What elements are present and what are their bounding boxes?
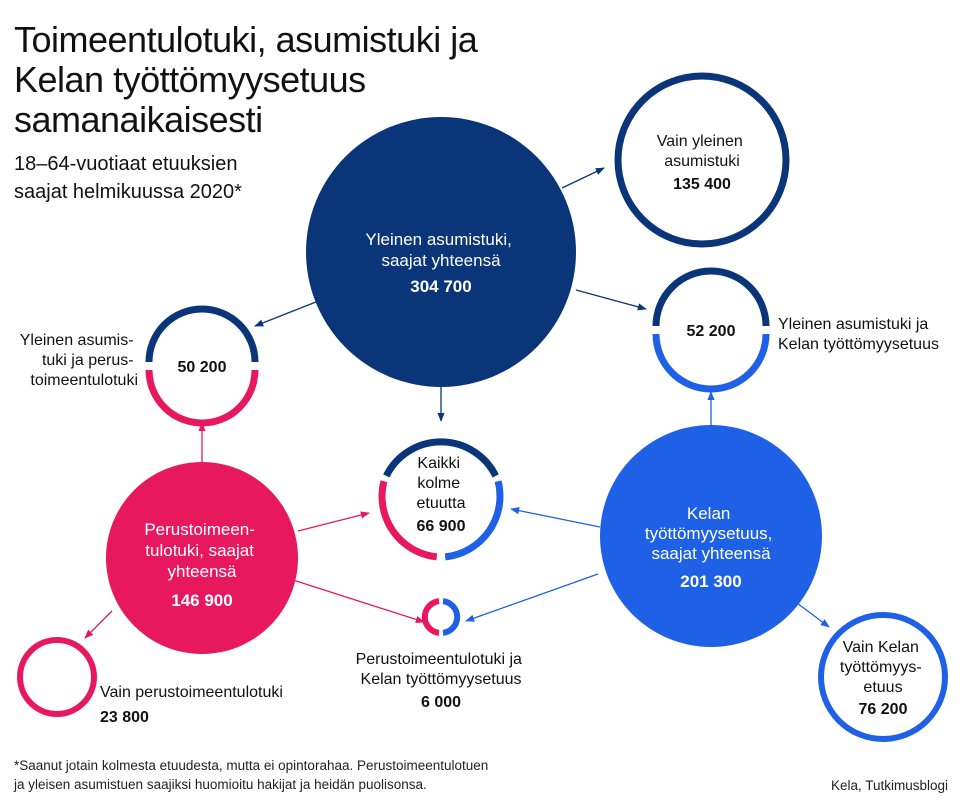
only-unemployment-line-3: etuus bbox=[863, 679, 902, 696]
income-total-line-2: tulotuki, saajat bbox=[145, 541, 254, 560]
housing-unemployment-ring-bottom bbox=[652, 333, 770, 393]
housing-unemployment-label-2: Kelan työttömyysetuus bbox=[778, 336, 939, 353]
title-line-2: Kelan työttömyysetuus bbox=[14, 59, 366, 100]
arrow-unemployment-to-only-unemployment bbox=[796, 602, 830, 628]
title-line-3: samanaikaisesti bbox=[14, 99, 263, 140]
income-unemployment-label-1: Perustoimeentulotuki ja bbox=[356, 651, 522, 668]
all-three-value: 66 900 bbox=[417, 518, 466, 535]
income-unemployment-node: Perustoimeentulotuki ja Kelan työttömyys… bbox=[356, 598, 527, 711]
only-income-value: 23 800 bbox=[100, 709, 149, 726]
footnote-line-1: *Saanut jotain kolmesta etuudesta, mutta… bbox=[14, 758, 489, 773]
only-unemployment-line-1: Vain Kelan bbox=[843, 639, 919, 656]
all-three-ring-blue bbox=[444, 480, 504, 561]
housing-unemployment-node: 52 200 Yleinen asumistuki ja Kelan tyött… bbox=[652, 267, 939, 393]
arrow-income-to-only-income bbox=[84, 610, 113, 639]
svg-text:Kelan työttömyysetuus,: Kelan työttömyysetuus, saajat yhteensä bbox=[645, 504, 777, 563]
housing-total-line-1: Yleinen asumistuki, bbox=[365, 230, 511, 249]
housing-income-label-2: tuki ja perus- bbox=[42, 352, 134, 369]
all-three-line-1: Kaikki bbox=[417, 455, 460, 472]
only-housing-line-1: Vain yleinen bbox=[657, 133, 743, 150]
only-housing-value: 135 400 bbox=[673, 176, 731, 193]
arrow-unemployment-to-income-unemployment bbox=[465, 573, 599, 622]
housing-unemployment-label-1: Yleinen asumistuki ja bbox=[778, 316, 928, 333]
svg-text:Vain yleinen asumistuki: Vain yleinen asumistuki bbox=[657, 133, 747, 170]
housing-income-ring-top bbox=[145, 305, 259, 363]
svg-text:Yleinen asumistuki ja Ke: Yleinen asumistuki ja Kelan työttömyyset… bbox=[778, 316, 939, 353]
arrow-housing-to-housing-unemployment bbox=[575, 289, 647, 311]
income-unemployment-ring-right bbox=[442, 598, 461, 636]
chart-title: Toimeentulotuki, asumistuki ja Kelan työ… bbox=[14, 20, 574, 140]
only-income-node: Vain perustoimeentulotuki 23 800 bbox=[17, 637, 283, 726]
housing-total-node: Yleinen asumistuki, saajat yhteensä 304 … bbox=[306, 117, 576, 387]
income-total-line-3: yhteensä bbox=[168, 562, 238, 581]
income-unemployment-value: 6 000 bbox=[421, 694, 461, 711]
svg-text:Vain Kelan työttömyys-: Vain Kelan työttömyys- etuus bbox=[840, 639, 926, 696]
arrow-income-to-all-three bbox=[297, 511, 370, 532]
source-credit: Kela, Tutkimusblogi bbox=[830, 778, 948, 793]
housing-income-node: 50 200 Yleinen asumis- tuki ja perus- to… bbox=[20, 305, 259, 427]
subtitle-line-2: saajat helmikuussa 2020* bbox=[14, 181, 242, 203]
only-income-ring bbox=[17, 637, 97, 717]
income-unemployment-ring-left bbox=[421, 598, 440, 636]
footnote-line-2: ja yleisen asumistuen saajiksi huomioitu… bbox=[14, 777, 427, 792]
housing-income-ring-bottom bbox=[145, 369, 259, 427]
unemployment-total-line-1: Kelan bbox=[687, 504, 730, 523]
only-unemployment-line-2: työttömyys- bbox=[840, 659, 922, 676]
unemployment-total-line-2: työttömyysetuus, bbox=[645, 524, 773, 543]
income-arrows bbox=[84, 422, 425, 639]
housing-total-circle bbox=[306, 117, 576, 387]
income-total-circle bbox=[106, 462, 298, 654]
footnote: *Saanut jotain kolmesta etuudesta, mutta… bbox=[14, 756, 488, 794]
all-three-line-2: kolme bbox=[417, 475, 460, 492]
unemployment-total-line-3: saajat yhteensä bbox=[651, 544, 771, 563]
housing-income-label-3: toimeentulotuki bbox=[30, 372, 138, 389]
only-housing-node: Vain yleinen asumistuki 135 400 bbox=[614, 72, 790, 248]
subtitle-line-1: 18–64-vuotiaat etuuksien bbox=[14, 153, 238, 175]
housing-total-value: 304 700 bbox=[410, 277, 471, 296]
housing-income-label-1: Yleinen asumis- bbox=[20, 332, 134, 349]
svg-text:Perustoimeen- tulotuki,: Perustoimeen- tulotuki, saajat yhteensä bbox=[144, 520, 259, 581]
arrow-housing-to-only-housing bbox=[561, 167, 605, 189]
svg-text:Kaikki kolme etuut: Kaikki kolme etuutta bbox=[417, 455, 466, 512]
all-three-node: Kaikki kolme etuutta 66 900 bbox=[378, 438, 504, 561]
svg-text:Perustoimeentulotuki ja: Perustoimeentulotuki ja Kelan työttömyys… bbox=[356, 651, 527, 688]
income-total-value: 146 900 bbox=[171, 591, 232, 610]
unemployment-total-value: 201 300 bbox=[680, 572, 741, 591]
arrow-unemployment-to-all-three bbox=[510, 507, 601, 528]
svg-text:Yleinen asumistuki, saaj: Yleinen asumistuki, saajat yhteensä bbox=[365, 230, 516, 270]
only-income-label: Vain perustoimeentulotuki bbox=[100, 684, 283, 701]
unemployment-total-node: Kelan työttömyysetuus, saajat yhteensä 2… bbox=[600, 425, 822, 647]
income-total-line-1: Perustoimeen- bbox=[144, 520, 255, 539]
income-total-node: Perustoimeen- tulotuki, saajat yhteensä … bbox=[106, 462, 298, 654]
only-unemployment-node: Vain Kelan työttömyys- etuus 76 200 bbox=[818, 612, 948, 742]
all-three-ring-navy bbox=[383, 438, 499, 478]
only-housing-line-2: asumistuki bbox=[664, 153, 740, 170]
housing-total-line-2: saajat yhteensä bbox=[381, 251, 501, 270]
housing-arrows bbox=[254, 167, 647, 422]
unemployment-total-circle bbox=[600, 425, 822, 647]
only-unemployment-value: 76 200 bbox=[859, 701, 908, 718]
svg-text:Yleinen asumis- tuki ja: Yleinen asumis- tuki ja perus- toimeentu… bbox=[20, 332, 138, 389]
arrow-housing-to-housing-income bbox=[254, 297, 327, 327]
arrow-income-to-income-unemployment bbox=[292, 579, 425, 623]
all-three-ring-pink bbox=[378, 480, 438, 561]
all-three-line-3: etuutta bbox=[417, 495, 466, 512]
housing-income-value: 50 200 bbox=[178, 359, 227, 376]
housing-unemployment-ring-top bbox=[652, 267, 770, 327]
title-line-1: Toimeentulotuki, asumistuki ja bbox=[14, 19, 478, 60]
only-unemployment-ring bbox=[818, 612, 948, 742]
income-unemployment-label-2: Kelan työttömyysetuus bbox=[361, 671, 522, 688]
only-housing-ring bbox=[614, 72, 790, 248]
housing-unemployment-value: 52 200 bbox=[687, 323, 736, 340]
chart-subtitle: 18–64-vuotiaat etuuksien saajat helmikuu… bbox=[14, 150, 314, 206]
